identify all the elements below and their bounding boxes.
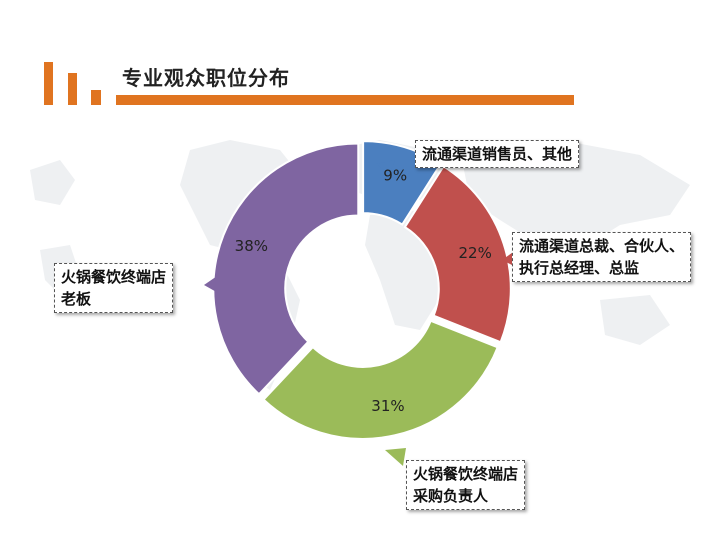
callout-line: 流通渠道销售员、其他 xyxy=(422,145,573,163)
callout-line: 采购负责人 xyxy=(413,487,489,505)
slice-hotpot-owner xyxy=(212,142,360,396)
title-bar-3 xyxy=(91,90,101,105)
slice-channel-executives xyxy=(403,164,512,344)
callout-sales-other: 流通渠道销售员、其他 xyxy=(415,140,580,168)
arrow-hotpot-purchasing xyxy=(385,448,406,466)
slice-hotpot-purchasing xyxy=(262,319,499,440)
callout-line: 老板 xyxy=(61,290,92,308)
callout-line: 执行总经理、总监 xyxy=(519,259,640,277)
arrow-sales-other xyxy=(376,160,395,174)
slice-value-labels: 9% 22% 31% 38% xyxy=(235,167,492,415)
value-label-hotpot-owner: 38% xyxy=(235,237,268,255)
callout-line: 火锅餐饮终端店 xyxy=(61,268,167,286)
callout-line: 火锅餐饮终端店 xyxy=(413,465,519,483)
callout-channel-executives: 流通渠道总裁、合伙人、 执行总经理、总监 xyxy=(512,232,692,282)
value-label-hotpot-purchasing: 31% xyxy=(371,397,404,415)
callout-line: 流通渠道总裁、合伙人、 xyxy=(519,237,685,255)
title-underline xyxy=(116,95,574,105)
page-title: 专业观众职位分布 xyxy=(122,66,290,90)
callout-hotpot-purchasing: 火锅餐饮终端店 采购负责人 xyxy=(406,460,526,510)
arrow-hotpot-owner xyxy=(204,274,220,294)
donut-slices xyxy=(212,140,512,440)
callout-hotpot-owner: 火锅餐饮终端店 老板 xyxy=(54,263,174,313)
title-bar-1 xyxy=(44,62,53,105)
value-label-sales-other: 9% xyxy=(383,167,407,185)
value-label-channel-executives: 22% xyxy=(459,244,492,262)
title-bar-2 xyxy=(68,73,77,105)
